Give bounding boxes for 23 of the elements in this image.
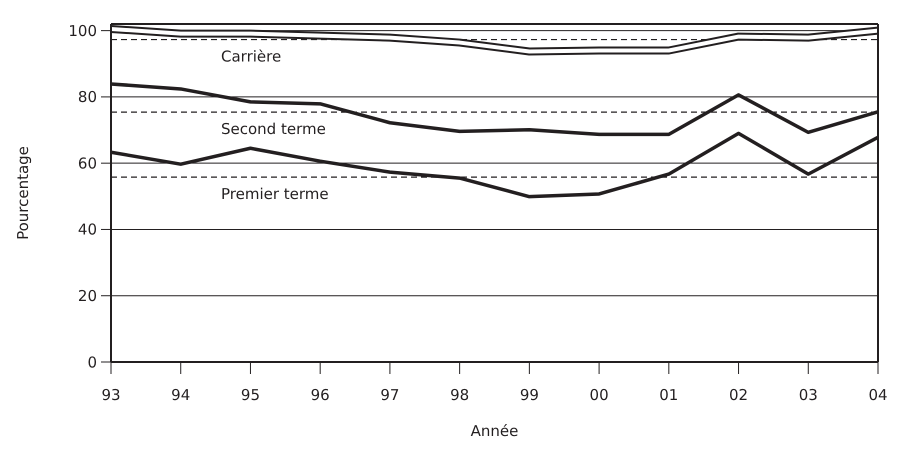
x-tick-label: 02 <box>729 386 748 404</box>
series-label: Premier terme <box>221 185 329 204</box>
y-tick-label: 20 <box>78 286 97 305</box>
x-tick-label: 97 <box>380 386 400 404</box>
x-tick-label: 03 <box>798 386 818 404</box>
x-axis-title: Année <box>470 422 518 440</box>
x-tick-label: 98 <box>450 386 470 404</box>
y-tick-label: 0 <box>87 353 97 372</box>
x-tick-label: 01 <box>659 386 678 404</box>
y-axis-title: Pourcentage <box>14 146 32 240</box>
series-label: Second terme <box>221 120 326 138</box>
y-tick-label: 100 <box>68 22 97 40</box>
y-tick-label: 40 <box>78 220 97 239</box>
y-tick-label: 60 <box>78 154 97 172</box>
x-tick-label: 00 <box>590 386 609 404</box>
x-tick-label: 99 <box>520 386 539 404</box>
x-tick-label: 96 <box>310 386 330 404</box>
x-tick-label: 93 <box>101 386 121 404</box>
x-tick-label: 04 <box>868 386 888 404</box>
series-label: Carrière <box>221 48 282 66</box>
y-tick-label: 80 <box>78 88 97 106</box>
x-tick-label: 94 <box>171 386 190 404</box>
x-tick-label: 95 <box>240 386 260 404</box>
